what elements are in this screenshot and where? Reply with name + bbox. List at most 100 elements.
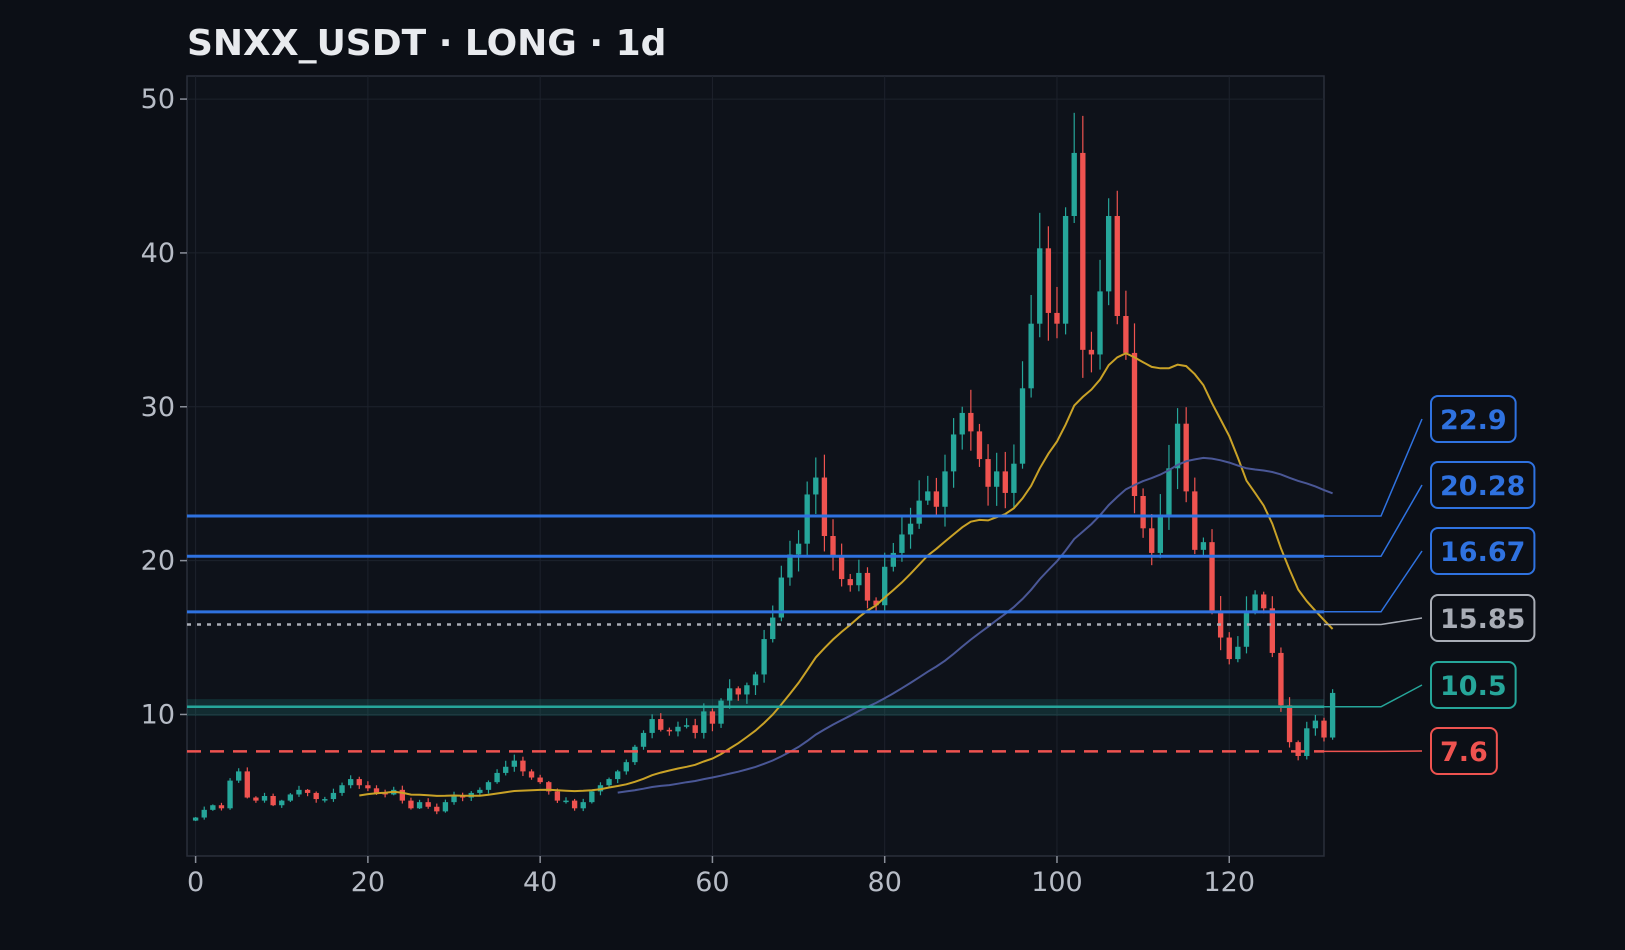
candle-body [761, 639, 767, 675]
level-label-target: 16.67 [1440, 537, 1525, 568]
candle-body [279, 800, 285, 806]
candle-body [192, 817, 199, 821]
candle-body [821, 477, 828, 536]
candle-body [778, 577, 785, 618]
candle-body [1149, 528, 1155, 553]
candle-body [701, 711, 707, 733]
y-tick-label: 30 [141, 392, 175, 423]
moving-average-fast-line [359, 352, 1334, 797]
candle-body [1011, 463, 1017, 493]
candle-body [503, 766, 509, 773]
candle-body [270, 796, 276, 806]
candle-body [365, 785, 371, 789]
candle-body [787, 554, 793, 578]
level-connector [1324, 484, 1423, 558]
level-connector [1324, 617, 1423, 626]
candle-body [709, 711, 716, 724]
x-tick-label: 40 [523, 867, 557, 898]
candle-body [1114, 216, 1120, 316]
candle-body [528, 771, 535, 778]
candle-body [864, 572, 871, 601]
candle-body [752, 674, 759, 686]
candle-body [950, 434, 957, 472]
level-label-entry: 15.85 [1440, 604, 1525, 635]
candle-body [1312, 720, 1319, 729]
level-label-box [1430, 461, 1536, 509]
candle-body [606, 779, 612, 786]
candle-body [615, 771, 621, 780]
level-label-target: 22.9 [1440, 405, 1507, 436]
candle-body [434, 806, 440, 812]
level-connector [1324, 684, 1423, 708]
plot-area: 0 20 40 60 80 100 120 10 20 30 40 50 22.9 20.28 16.67 1… [141, 75, 1536, 898]
candle-body [1131, 352, 1138, 496]
candle-body [322, 799, 328, 801]
x-tick-label: 20 [351, 867, 385, 898]
candle-body [847, 579, 853, 586]
x-tick-label: 0 [187, 867, 204, 898]
candle-body [1002, 471, 1008, 493]
candle-body [1261, 594, 1267, 609]
y-tick-label: 20 [141, 546, 175, 577]
level-label-box [1430, 661, 1517, 709]
candle-body [477, 789, 483, 793]
candle-body [339, 785, 345, 793]
candle-body [330, 792, 337, 800]
candle-body [1226, 637, 1232, 660]
candle-body [813, 477, 819, 495]
candle-body [1286, 705, 1293, 743]
candle-body [1209, 542, 1215, 612]
candle-body [451, 796, 457, 803]
candle-body [873, 600, 879, 606]
candle-body [356, 779, 362, 786]
candle-body [683, 725, 690, 727]
candle-body [735, 688, 741, 695]
candle-body [1252, 594, 1258, 612]
candle-body [916, 500, 922, 524]
x-tick-label: 100 [1031, 867, 1083, 898]
candle-body [925, 491, 931, 501]
candle-body [1123, 316, 1129, 353]
candle-body [408, 800, 414, 809]
candle-body [959, 412, 965, 435]
candle-body [1174, 423, 1181, 469]
candle-body [459, 796, 466, 798]
candle-body [1183, 423, 1189, 492]
candle-body [1166, 468, 1172, 515]
candle-body [1192, 491, 1198, 550]
candle-body [838, 556, 845, 580]
x-tick-label: 60 [695, 867, 729, 898]
candle-body [580, 802, 586, 809]
candle-body [1080, 152, 1086, 350]
plot-frame [186, 75, 1325, 857]
candle-body [1140, 496, 1146, 529]
level-label-box [1430, 527, 1536, 575]
candle-body [1028, 323, 1034, 389]
candle-body [1278, 652, 1284, 706]
candle-body [520, 760, 526, 772]
level-label-zone: 10.5 [1440, 671, 1507, 702]
candle-body [1304, 728, 1310, 756]
candle-body [227, 780, 233, 809]
candle-body [856, 572, 862, 586]
candle-body [899, 534, 905, 553]
candle-body [1071, 152, 1077, 216]
candle-body [907, 523, 914, 535]
level-label-stop: 7.6 [1440, 737, 1488, 768]
candle-body [485, 782, 492, 790]
candle-body [373, 788, 380, 793]
candle-body [442, 802, 449, 812]
moving-average-slow-line [617, 456, 1333, 794]
candle-body [1062, 216, 1069, 324]
candle-body [692, 725, 698, 733]
candle-body [830, 536, 836, 556]
candle-body [1269, 608, 1275, 653]
level-label-box [1430, 594, 1536, 642]
candle-body [1295, 742, 1301, 756]
chart-title: SNXX_USDT · LONG · 1d [187, 23, 666, 64]
candle-body [1329, 692, 1336, 738]
candle-body [675, 726, 681, 732]
y-tick-label: 40 [141, 238, 175, 269]
candle-body [571, 800, 578, 809]
candle-body [649, 719, 655, 733]
